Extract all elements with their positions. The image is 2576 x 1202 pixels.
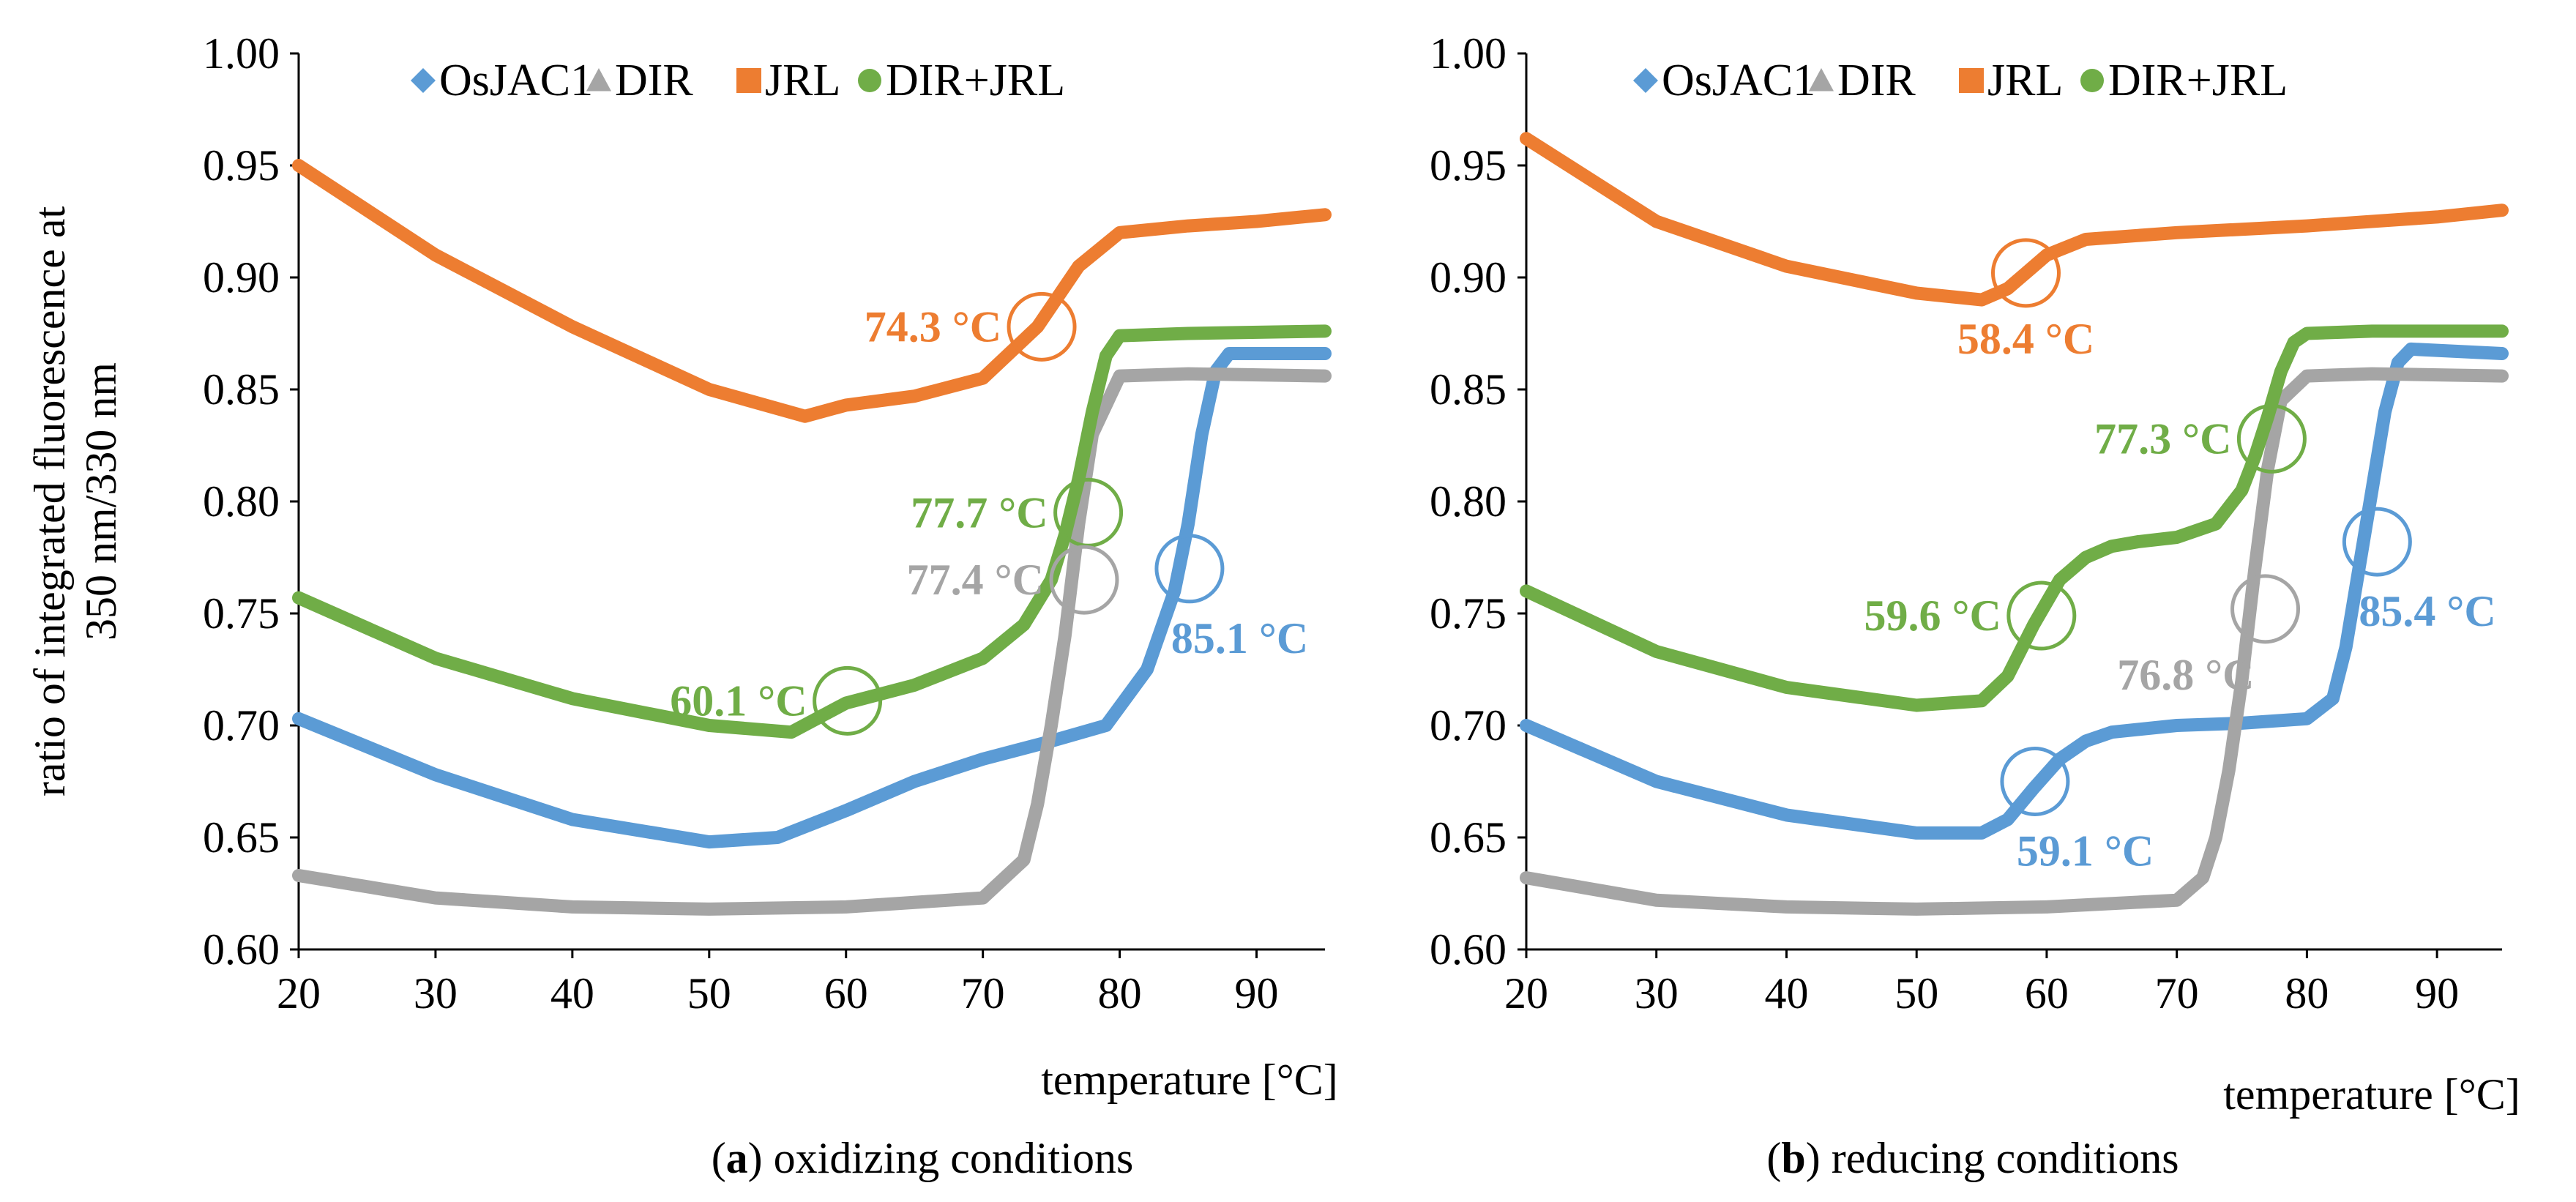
x-tick-label: 70 (2155, 969, 2199, 1018)
transition-marker-circle (1049, 545, 1119, 615)
legend-marker-triangle (586, 68, 611, 92)
transition-marker-circle (2230, 574, 2301, 644)
legend-label: DIR+JRL (886, 56, 1065, 105)
series-line-dir (1520, 367, 2509, 916)
legend-marker-square (1959, 68, 1984, 93)
y-tick-label: 0.65 (203, 813, 280, 862)
legend-label: DIR (615, 56, 693, 105)
transition-label: 58.4 °C (1957, 315, 2094, 363)
transition-marker-circle (1990, 238, 2061, 308)
x-tick-label: 20 (1504, 969, 1548, 1018)
transition-label: 59.6 °C (1864, 591, 2001, 640)
x-tick-label: 80 (2285, 969, 2329, 1018)
y-tick-label: 0.70 (1430, 701, 1507, 750)
x-tick-label: 60 (824, 969, 868, 1018)
x-tick-label: 40 (550, 969, 594, 1018)
x-tick-label: 30 (414, 969, 458, 1018)
legend-label: DIR+JRL (2108, 56, 2288, 105)
transition-label: 59.1 °C (2017, 827, 2154, 876)
caption-paren-open: ( (1766, 1134, 1781, 1182)
legend-label: OsJAC1 (439, 56, 593, 105)
x-tick-label: 30 (1635, 969, 1679, 1018)
series-line-dir-jrl (1520, 324, 2509, 712)
caption-paren-close: ) (1806, 1134, 1832, 1182)
y-tick-label: 0.60 (1430, 925, 1507, 974)
caption-text: oxidizing conditions (774, 1134, 1134, 1182)
transition-marker-circle (2342, 507, 2412, 577)
legend-marker-square (736, 68, 761, 93)
series-line-dir-jrl (292, 324, 1332, 739)
transition-label: 77.4 °C (907, 556, 1044, 604)
y-tick-label: 0.75 (1430, 589, 1507, 638)
x-axis-label: temperature [°C] (1041, 1056, 1337, 1104)
y-tick-label: 0.70 (203, 701, 280, 750)
y-tick-label: 0.60 (203, 925, 280, 974)
panel-caption: (a) oxidizing conditions (712, 1134, 1134, 1182)
legend-label: JRL (1987, 56, 2063, 105)
y-tick-label: 0.95 (203, 141, 280, 190)
x-tick-label: 80 (1098, 969, 1142, 1018)
x-axis-label: temperature [°C] (2223, 1070, 2520, 1119)
series-line-osjac1 (1520, 342, 2509, 840)
caption-paren-open: ( (712, 1134, 726, 1182)
transition-label: 74.3 °C (865, 302, 1001, 351)
legend-marker-triangle (1809, 68, 1834, 92)
y-tick-label: 0.90 (1430, 253, 1507, 302)
x-tick-label: 60 (2025, 969, 2069, 1018)
caption-paren-close: ) (748, 1134, 774, 1182)
y-tick-label: 0.85 (1430, 365, 1507, 414)
legend-label: OsJAC1 (1662, 56, 1815, 105)
x-tick-label: 50 (687, 969, 731, 1018)
y-tick-label: 0.75 (203, 589, 280, 638)
x-tick-label: 40 (1764, 969, 1808, 1018)
y-tick-label: 1.00 (1430, 29, 1507, 78)
y-axis-label-line1: ratio of integrated fluorescence at (26, 206, 74, 797)
transition-marker-circle (2006, 581, 2077, 651)
legend-label: JRL (765, 56, 840, 105)
transition-marker-circle (2000, 747, 2070, 816)
transition-marker-circle (1007, 291, 1077, 362)
caption-letter: b (1781, 1134, 1805, 1182)
y-tick-label: 0.80 (203, 477, 280, 526)
panel-caption: (b) reducing conditions (1766, 1134, 2179, 1182)
transition-marker-circle (2236, 403, 2307, 474)
y-tick-label: 0.80 (1430, 477, 1507, 526)
legend-marker-diamond (411, 68, 436, 93)
transition-label: 85.1 °C (1171, 614, 1308, 662)
y-tick-label: 0.65 (1430, 813, 1507, 862)
x-tick-label: 50 (1894, 969, 1938, 1018)
series-line-jrl (292, 159, 1332, 423)
transition-marker-circle (813, 665, 883, 736)
transition-label: 85.4 °C (2359, 587, 2495, 635)
caption-letter: a (726, 1134, 748, 1182)
x-tick-label: 90 (1235, 969, 1279, 1018)
panel-a: 0.60 0.65 0.70 0.75 0.80 0.85 0.90 0.95 1.00 20 30… (26, 29, 1338, 1182)
series-line-dir (292, 367, 1332, 916)
y-tick-label: 0.85 (203, 365, 280, 414)
legend-marker-diamond (1633, 68, 1658, 93)
transition-marker-circle (1154, 534, 1225, 604)
series-line-jrl (1520, 132, 2509, 307)
caption-text: reducing conditions (1832, 1134, 2179, 1182)
y-tick-label: 1.00 (203, 29, 280, 78)
legend-label: DIR (1837, 56, 1916, 105)
x-tick-label: 90 (2415, 969, 2459, 1018)
y-tick-label: 0.95 (1430, 141, 1507, 190)
legend-marker-circle (2080, 69, 2104, 92)
transition-label: 76.8 °C (2117, 651, 2254, 699)
panel-b: 0.60 0.65 0.70 0.75 0.80 0.85 0.90 0.95 1.00 20 30… (1430, 29, 2520, 1182)
y-axis-label-line2: 350 nm/330 nm (77, 362, 125, 641)
x-tick-label: 70 (961, 969, 1005, 1018)
transition-label: 60.1 °C (670, 676, 807, 725)
y-tick-label: 0.90 (203, 253, 280, 302)
transition-label: 77.3 °C (2094, 414, 2231, 463)
x-tick-label: 20 (277, 969, 321, 1018)
transition-label: 77.7 °C (911, 488, 1048, 537)
legend-marker-circle (858, 69, 881, 92)
